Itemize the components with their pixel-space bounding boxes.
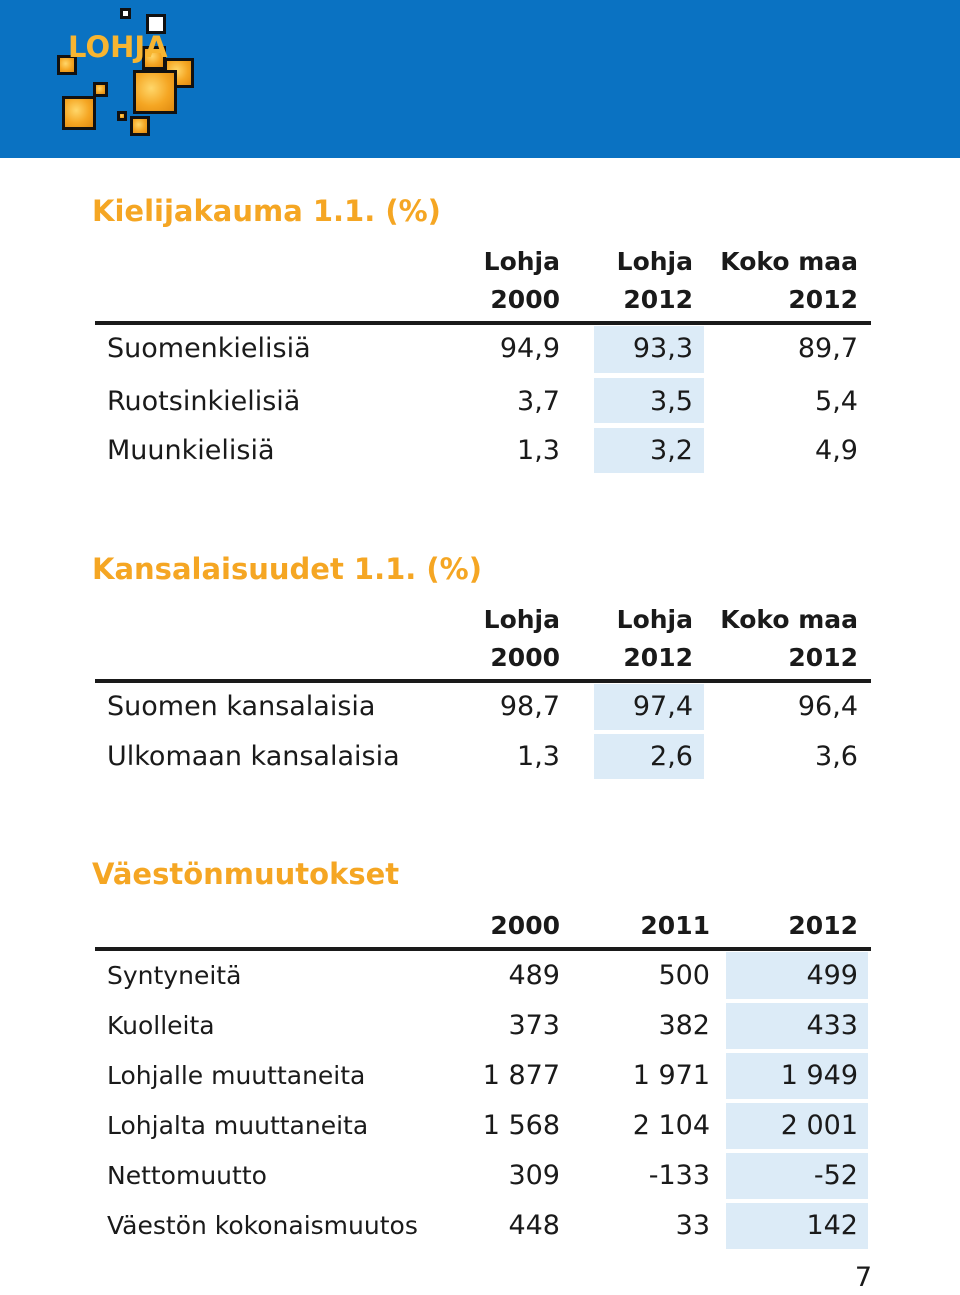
table-cell: 96,4	[797, 691, 858, 722]
col-header: Lohja	[616, 247, 693, 276]
col-header: 2012	[788, 643, 858, 672]
row-label: Muunkielisiä	[107, 435, 275, 466]
row-label: Suomen kansalaisia	[107, 691, 376, 722]
table-rule	[95, 679, 871, 683]
table-cell: 1,3	[517, 741, 560, 772]
highlight-cell	[726, 952, 868, 999]
table-cell: 1 971	[632, 1060, 710, 1091]
lohja-logo: LOHJA	[0, 0, 220, 158]
table-cell: -133	[648, 1160, 710, 1191]
highlight-cell	[726, 1103, 868, 1149]
col-header: 2012	[623, 285, 693, 314]
row-label: Syntyneitä	[107, 961, 242, 990]
table-cell: 382	[658, 1010, 710, 1041]
table-cell: 1 877	[482, 1060, 560, 1091]
table-cell: 433	[806, 1010, 858, 1041]
col-header: Lohja	[483, 247, 560, 276]
row-label: Lohjalle muuttaneita	[107, 1061, 366, 1090]
row-label: Nettomuutto	[107, 1161, 267, 1190]
logo-square-icon	[93, 82, 108, 97]
logo-square-icon	[57, 55, 77, 75]
highlight-cell	[726, 1003, 868, 1049]
table-cell: 3,2	[650, 435, 693, 466]
table-cell: 98,7	[499, 691, 560, 722]
table-cell: 2,6	[650, 741, 693, 772]
kielijakauma-title: Kielijakauma 1.1. (%)	[92, 194, 441, 228]
table-cell: 93,3	[632, 333, 693, 364]
logo-square-icon	[62, 96, 96, 130]
col-header: Koko maa	[720, 247, 858, 276]
kansalaisuudet-title: Kansalaisuudet 1.1. (%)	[92, 552, 482, 586]
table-cell: 1 949	[780, 1060, 858, 1091]
highlight-cell	[594, 378, 704, 423]
table-cell: 448	[508, 1210, 560, 1241]
table-cell: 97,4	[632, 691, 693, 722]
table-rule	[95, 947, 871, 951]
row-label: Ulkomaan kansalaisia	[107, 741, 400, 772]
col-header: 2012	[623, 643, 693, 672]
col-header: Lohja	[616, 605, 693, 634]
table-cell: 500	[658, 960, 710, 991]
highlight-cell	[594, 684, 704, 730]
col-header: 2000	[490, 643, 560, 672]
col-header: Koko maa	[720, 605, 858, 634]
highlight-cell	[726, 1203, 868, 1249]
logo-text: LOHJA	[68, 30, 168, 64]
vaestonmuutokset-title: Väestönmuutokset	[92, 857, 400, 891]
table-cell: 2 104	[632, 1110, 710, 1141]
logo-square-icon	[117, 111, 127, 121]
row-label: Ruotsinkielisiä	[107, 386, 301, 417]
table-cell: 373	[508, 1010, 560, 1041]
header-band: LOHJA	[0, 0, 960, 158]
highlight-cell	[594, 734, 704, 779]
table-cell: 94,9	[499, 333, 560, 364]
table-cell: 309	[508, 1160, 560, 1191]
table-cell: 5,4	[815, 386, 858, 417]
col-header: 2011	[640, 911, 710, 940]
table-cell: 1,3	[517, 435, 560, 466]
highlight-cell	[594, 428, 704, 473]
table-cell: 2 001	[780, 1110, 858, 1141]
table-cell: 89,7	[797, 333, 858, 364]
table-cell: 499	[806, 960, 858, 991]
col-header: 2012	[788, 285, 858, 314]
page-number: 7	[854, 1262, 872, 1293]
table-cell: 1 568	[482, 1110, 560, 1141]
logo-square-icon	[120, 8, 131, 19]
table-cell: 33	[675, 1210, 710, 1241]
row-label: Kuolleita	[107, 1011, 215, 1040]
col-header: 2000	[490, 285, 560, 314]
row-label: Lohjalta muuttaneita	[107, 1111, 369, 1140]
row-label: Suomenkielisiä	[107, 333, 311, 364]
table-cell: 3,7	[517, 386, 560, 417]
col-header: 2012	[788, 911, 858, 940]
logo-square-icon	[133, 70, 177, 114]
highlight-cell	[726, 1053, 868, 1099]
table-cell: -52	[813, 1160, 858, 1191]
logo-square-icon	[130, 116, 150, 136]
highlight-cell	[594, 326, 704, 373]
table-rule	[95, 321, 871, 325]
highlight-cell	[726, 1153, 868, 1199]
table-cell: 4,9	[815, 435, 858, 466]
col-header: 2000	[490, 911, 560, 940]
table-cell: 3,6	[815, 741, 858, 772]
row-label: Väestön kokonaismuutos	[107, 1211, 418, 1240]
table-cell: 489	[508, 960, 560, 991]
table-cell: 3,5	[650, 386, 693, 417]
logo-square-icon	[146, 14, 166, 34]
col-header: Lohja	[483, 605, 560, 634]
table-cell: 142	[806, 1210, 858, 1241]
